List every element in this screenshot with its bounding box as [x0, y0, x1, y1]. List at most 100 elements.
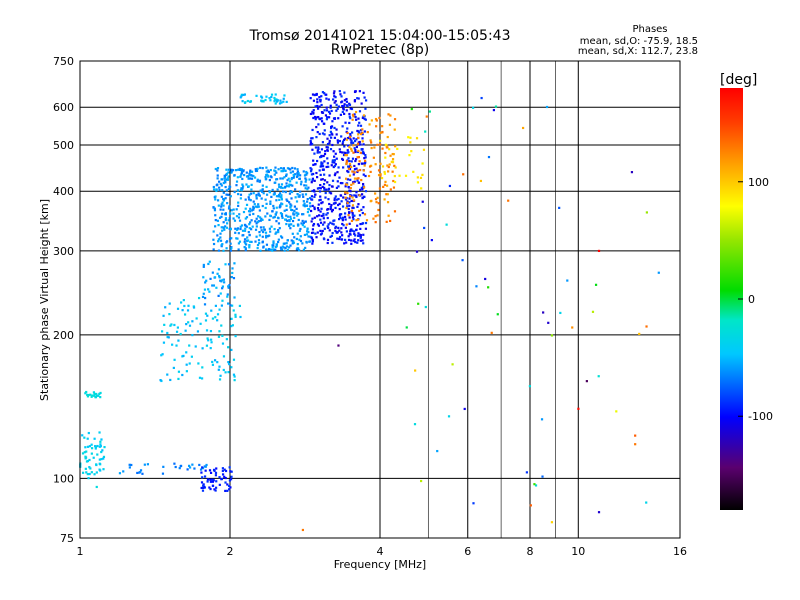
data-point — [298, 194, 301, 197]
data-point — [264, 236, 268, 239]
data-point — [266, 169, 270, 172]
data-point — [318, 199, 321, 202]
data-point — [286, 179, 289, 182]
data-point — [218, 476, 221, 479]
data-point — [311, 204, 314, 207]
data-point — [293, 236, 296, 239]
data-point — [363, 195, 366, 198]
data-point — [250, 177, 254, 180]
data-point — [240, 172, 243, 175]
data-point — [271, 246, 274, 249]
data-point — [169, 324, 172, 327]
data-point — [232, 217, 235, 220]
data-point — [243, 93, 247, 96]
data-point — [299, 183, 303, 186]
data-point — [215, 467, 218, 470]
data-point — [302, 200, 305, 203]
data-point — [243, 240, 246, 243]
data-point — [348, 163, 352, 166]
data-point — [344, 185, 347, 188]
data-point — [194, 345, 197, 348]
data-point — [328, 229, 331, 232]
data-point — [319, 118, 322, 121]
data-point — [381, 147, 384, 150]
data-point — [316, 107, 320, 110]
data-point — [229, 304, 232, 307]
data-point — [181, 373, 184, 377]
data-point — [294, 196, 297, 199]
data-point — [186, 468, 189, 471]
data-point — [461, 259, 464, 262]
data-point — [227, 171, 230, 174]
data-point — [224, 481, 227, 484]
data-point — [288, 246, 291, 249]
data-point — [370, 119, 373, 122]
data-point — [324, 114, 328, 117]
data-point — [304, 180, 307, 183]
data-point — [355, 118, 358, 121]
data-point — [222, 197, 225, 201]
data-point — [212, 284, 216, 287]
data-point — [248, 223, 251, 226]
data-point — [322, 212, 325, 216]
data-point — [253, 203, 256, 206]
data-point — [379, 174, 382, 177]
data-point — [298, 238, 301, 241]
data-point — [347, 144, 350, 147]
data-point — [261, 240, 264, 243]
data-point — [243, 238, 247, 241]
data-point — [244, 198, 247, 201]
data-point — [216, 272, 219, 275]
data-point — [224, 181, 227, 184]
data-point — [252, 212, 255, 216]
data-point — [257, 215, 260, 218]
data-point — [94, 445, 98, 448]
data-point — [334, 206, 337, 210]
data-point — [99, 469, 102, 472]
data-point — [321, 201, 324, 204]
data-point — [285, 208, 288, 211]
data-point — [351, 196, 354, 199]
data-point — [279, 99, 282, 102]
data-point — [321, 165, 325, 168]
data-point — [327, 98, 330, 101]
data-point — [297, 218, 300, 222]
data-point — [213, 209, 217, 212]
data-point — [345, 130, 348, 134]
x-tick-label: 16 — [673, 545, 687, 558]
data-point — [315, 236, 318, 239]
data-point — [258, 230, 261, 234]
data-point — [211, 317, 215, 320]
data-point — [254, 168, 257, 171]
data-point — [361, 137, 364, 140]
data-point — [220, 478, 223, 481]
data-point — [212, 248, 215, 251]
data-point — [321, 229, 324, 233]
data-point — [327, 198, 330, 201]
data-point — [350, 199, 353, 203]
data-point — [317, 146, 320, 149]
data-point — [256, 247, 259, 250]
data-point — [351, 212, 354, 215]
data-point — [475, 285, 478, 288]
data-point — [333, 198, 336, 202]
data-point — [391, 170, 394, 173]
data-point — [357, 97, 360, 100]
data-point — [204, 319, 208, 322]
data-point — [634, 434, 637, 437]
data-point — [264, 215, 267, 218]
data-point — [316, 206, 320, 210]
data-point — [220, 280, 223, 283]
data-point — [282, 190, 285, 193]
data-point — [337, 105, 340, 108]
data-point — [353, 230, 356, 233]
data-point — [364, 99, 368, 102]
data-point — [318, 105, 321, 108]
data-point — [254, 228, 258, 231]
data-point — [345, 241, 348, 244]
data-point — [254, 169, 258, 173]
data-point — [329, 207, 332, 211]
data-point — [348, 115, 351, 118]
data-point — [245, 225, 248, 228]
data-point — [270, 225, 273, 228]
